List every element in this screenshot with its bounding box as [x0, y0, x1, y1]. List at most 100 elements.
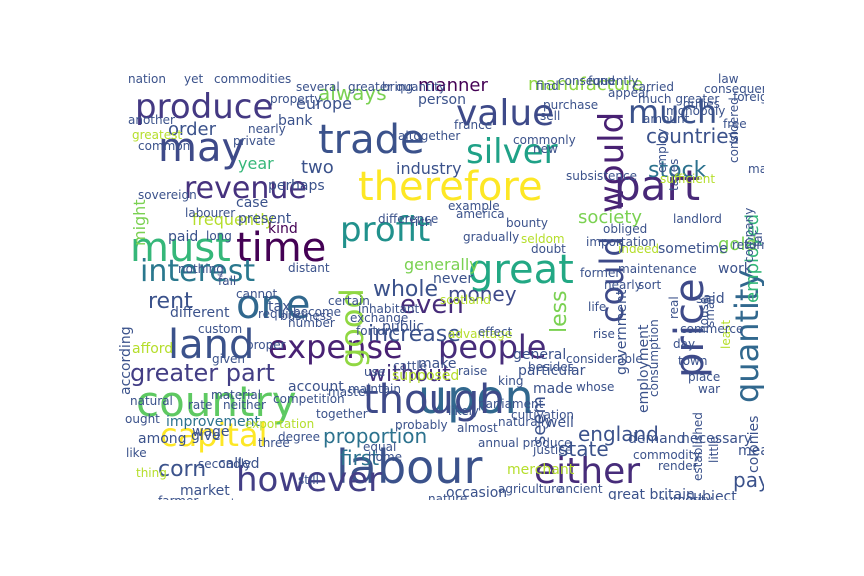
- word-day: day: [673, 337, 695, 351]
- word-case: case: [236, 195, 268, 211]
- word-demand: demand: [628, 431, 685, 447]
- word-equal: equal: [363, 440, 396, 454]
- word-annual-produce: annual produce: [478, 436, 572, 450]
- word-mean: mean: [738, 443, 764, 459]
- word-whole: whole: [373, 277, 438, 302]
- word-another: another: [128, 113, 175, 127]
- word-become: become: [293, 305, 341, 319]
- word-rise: rise: [593, 327, 615, 341]
- word-sufficient: sufficient: [660, 172, 715, 186]
- word-amount: amount: [643, 112, 690, 126]
- word-without: without: [368, 362, 451, 387]
- word-great: great: [468, 247, 574, 293]
- word-greater-quantity: greater quantity: [348, 80, 446, 94]
- word-war: war: [698, 382, 720, 396]
- word-monopoly: monopoly: [666, 104, 725, 118]
- word-good: good: [333, 288, 371, 368]
- word-trade: trade: [318, 117, 425, 163]
- word-company: company: [742, 208, 756, 263]
- word-together: together: [316, 407, 368, 421]
- word-far: far: [751, 230, 764, 247]
- word-commodities: commodities: [214, 72, 291, 86]
- word-justice: justice: [532, 443, 572, 457]
- word-nation: nation: [128, 72, 166, 86]
- word-tax: tax: [268, 299, 290, 315]
- word-new: new: [533, 142, 558, 156]
- word-property: property: [270, 92, 321, 106]
- word-make: make: [418, 356, 456, 372]
- word-cloud: labour upon country though however either land…: [118, 72, 764, 500]
- word-duties: duties: [683, 97, 720, 111]
- word-wage: wage: [192, 424, 230, 440]
- word-employ: employ: [655, 129, 669, 173]
- word-state: state: [558, 437, 609, 461]
- word-kind: kind: [268, 221, 298, 237]
- word-though: though: [363, 377, 505, 423]
- word-society: society: [578, 207, 642, 228]
- word-less: less: [547, 290, 572, 333]
- word-rich: rich: [410, 215, 432, 229]
- word-general: general: [513, 347, 566, 363]
- word-altogether: altogether: [398, 129, 460, 143]
- word-nature: nature: [428, 492, 467, 500]
- word-much-greater: much greater: [638, 92, 719, 106]
- word-greater-part: greater part: [130, 359, 275, 387]
- word-sovereign: sovereign: [138, 188, 197, 202]
- word-raise: raise: [458, 364, 487, 378]
- word-cannot: cannot: [236, 287, 278, 301]
- word-probably: probably: [395, 418, 448, 432]
- word-government: government: [614, 289, 630, 375]
- word-still: still: [298, 473, 319, 487]
- word-return: return: [732, 238, 764, 252]
- word-commodity: commodity: [633, 448, 700, 462]
- word-particular: particular: [518, 363, 586, 379]
- word-part: part: [614, 161, 700, 210]
- word-said: said: [696, 291, 725, 307]
- word-obliged: obliged: [603, 222, 647, 236]
- word-bring: bring: [382, 80, 413, 94]
- word-revenue: revenue: [184, 171, 307, 206]
- word-among: among: [138, 431, 187, 447]
- word-person: person: [418, 92, 466, 108]
- word-may: may: [158, 125, 245, 171]
- word-fall: fall: [218, 274, 236, 288]
- word-perhaps: perhaps: [268, 178, 325, 194]
- word-render: render: [658, 459, 698, 473]
- word-countries: countries: [646, 124, 739, 148]
- word-inhabitant: inhabitant: [358, 302, 420, 316]
- word-consumption: consumption: [647, 319, 661, 397]
- word-custom: custom: [198, 322, 242, 336]
- word-common: common: [138, 139, 190, 153]
- word-find: find: [536, 79, 559, 93]
- word-corn: corn: [158, 457, 206, 482]
- word-indeed: indeed: [618, 242, 659, 256]
- word-least: least: [719, 320, 733, 349]
- word-maintenance: maintenance: [618, 262, 697, 276]
- word-landlord: landlord: [673, 212, 722, 226]
- word-two: two: [301, 157, 334, 178]
- word-regard: regard: [371, 499, 410, 500]
- word-present: present: [238, 211, 292, 227]
- word-country: country: [136, 377, 297, 426]
- word-nearly: nearly: [248, 122, 286, 136]
- word-neither: neither: [223, 398, 266, 412]
- word-competition: competition: [273, 392, 345, 406]
- word-province: province: [204, 497, 256, 500]
- word-consequently: consequently: [558, 74, 639, 88]
- word-merchant: merchant: [507, 462, 575, 478]
- word-subsistence: subsistence: [566, 169, 637, 183]
- word-purchase: purchase: [543, 98, 598, 112]
- word-seem: seem: [529, 396, 550, 445]
- word-called: called: [218, 456, 260, 472]
- word-frequently: frequently: [192, 210, 274, 229]
- word-cloud-frame: labour upon country though however either land…: [118, 63, 764, 500]
- word-doubt: doubt: [531, 242, 566, 256]
- word-afford: afford: [132, 341, 173, 357]
- word-stock: stock: [648, 158, 707, 183]
- word-labour: labour: [336, 440, 482, 494]
- word-great-britain: great britain: [608, 487, 695, 500]
- word-market: market: [180, 483, 230, 499]
- word-thing: thing: [136, 466, 167, 480]
- word-fortune: fortune: [356, 324, 400, 338]
- word-could: could: [593, 236, 631, 323]
